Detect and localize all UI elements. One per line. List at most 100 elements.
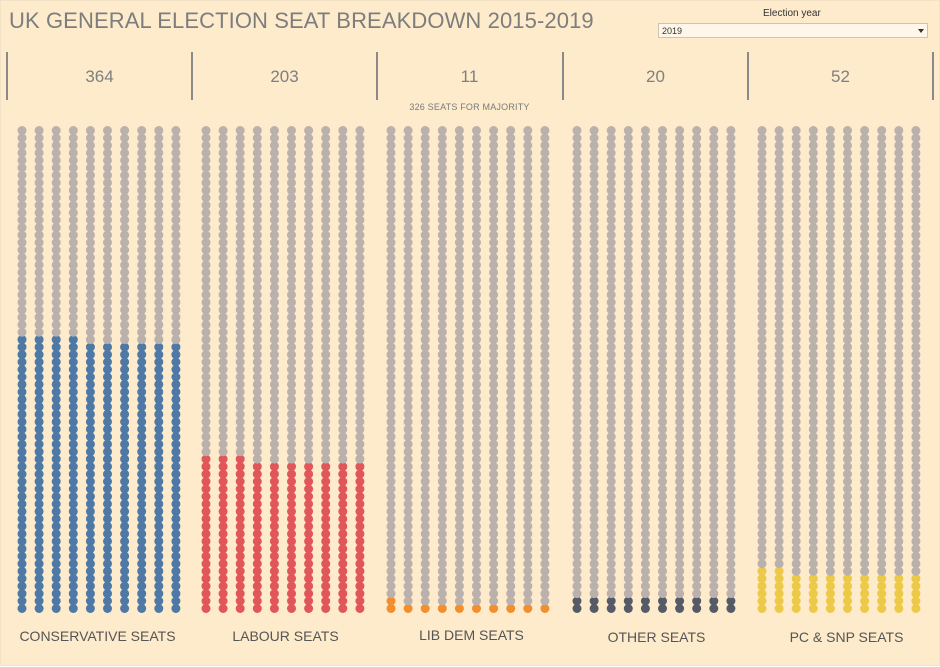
empty-seat-dot [606, 574, 616, 584]
empty-seat-dot [120, 312, 130, 322]
empty-seat-dot [877, 365, 887, 374]
seat-dot [68, 350, 78, 360]
empty-seat-dot [34, 215, 44, 225]
empty-seat-dot [454, 342, 464, 352]
empty-seat-dot [692, 402, 702, 412]
empty-seat-dot [304, 170, 314, 180]
empty-seat-dot [218, 245, 228, 255]
empty-seat-dot [269, 253, 279, 262]
empty-seat-dot [658, 170, 667, 180]
seat-dot [34, 514, 44, 524]
seat-dot [269, 596, 279, 606]
empty-seat-dot [675, 357, 685, 367]
empty-seat-dot [757, 208, 767, 218]
empty-seat-dot [692, 178, 702, 188]
empty-seat-dot [506, 551, 516, 561]
empty-seat-dot [120, 193, 130, 203]
empty-seat-dot [911, 282, 921, 292]
empty-seat-dot [757, 462, 767, 472]
seat-dot [355, 484, 365, 494]
empty-seat-dot [386, 417, 396, 427]
empty-seat-dot [675, 126, 685, 135]
seat-dot [171, 499, 181, 509]
empty-seat-dot [235, 409, 245, 419]
seat-dot [17, 350, 27, 360]
empty-seat-dot [420, 432, 430, 442]
empty-seat-dot [640, 178, 650, 188]
seat-dot [120, 409, 130, 419]
empty-seat-dot [386, 312, 396, 322]
seat-dot [386, 604, 396, 613]
seat-dot [85, 365, 95, 374]
seat-dot [338, 551, 348, 561]
empty-seat-dot [338, 424, 348, 434]
empty-seat-dot [489, 454, 499, 464]
empty-seat-dot [825, 484, 835, 494]
empty-seat-dot [589, 581, 599, 591]
seat-dot [120, 589, 130, 599]
empty-seat-dot [454, 260, 464, 270]
empty-seat-dot [877, 178, 887, 188]
empty-seat-dot [252, 275, 262, 285]
seat-dot [252, 574, 262, 584]
empty-seat-dot [304, 155, 314, 165]
empty-seat-dot [757, 357, 767, 367]
seat-dot [51, 477, 61, 486]
empty-seat-dot [658, 148, 667, 158]
empty-seat-dot [454, 499, 464, 509]
empty-seat-dot [774, 126, 784, 135]
empty-seat-dot [386, 133, 396, 143]
empty-seat-dot [709, 484, 719, 494]
empty-seat-dot [472, 320, 481, 330]
seat-dot [68, 514, 78, 524]
empty-seat-dot [675, 566, 685, 576]
empty-seat-dot [120, 238, 130, 247]
empty-seat-dot [726, 492, 736, 501]
empty-seat-dot [103, 312, 112, 322]
empty-seat-dot [860, 148, 870, 158]
seat-dot [137, 447, 147, 457]
election-year-dropdown[interactable]: 2019 [658, 23, 928, 38]
empty-seat-dot [218, 409, 228, 419]
seat-dot [85, 379, 95, 389]
empty-seat-dot [120, 178, 130, 188]
empty-seat-dot [454, 484, 464, 494]
empty-seat-dot [321, 230, 331, 240]
seat-dot [355, 477, 365, 486]
empty-seat-dot [757, 155, 767, 165]
empty-seat-dot [825, 223, 835, 233]
empty-seat-dot [843, 238, 852, 247]
empty-seat-dot [338, 148, 348, 158]
empty-seat-dot [472, 163, 481, 173]
empty-seat-dot [709, 335, 719, 345]
empty-seat-dot [757, 439, 767, 449]
empty-seat-dot [658, 312, 667, 322]
empty-seat-dot [726, 260, 736, 270]
empty-seat-dot [606, 469, 616, 479]
chevron-down-icon[interactable] [918, 29, 924, 33]
empty-seat-dot [911, 365, 921, 374]
empty-seat-dot [843, 140, 852, 150]
empty-seat-dot [808, 312, 818, 322]
empty-seat-dot [154, 297, 164, 307]
empty-seat-dot [808, 342, 818, 352]
empty-seat-dot [201, 208, 211, 218]
empty-seat-dot [235, 126, 245, 135]
empty-seat-dot [589, 275, 599, 285]
empty-seat-dot [675, 185, 685, 195]
empty-seat-dot [540, 454, 550, 464]
empty-seat-dot [304, 238, 314, 247]
seat-dot [120, 499, 130, 509]
empty-seat-dot [791, 409, 801, 419]
seat-dot [235, 454, 245, 464]
empty-seat-dot [572, 312, 582, 322]
empty-seat-dot [623, 163, 633, 173]
seat-dot [808, 604, 818, 613]
seat-dot [321, 589, 331, 599]
empty-seat-dot [894, 394, 904, 404]
seat-dot [51, 417, 61, 427]
empty-seat-dot [489, 499, 499, 509]
empty-seat-dot [675, 253, 685, 262]
empty-seat-dot [218, 148, 228, 158]
empty-seat-dot [606, 253, 616, 262]
